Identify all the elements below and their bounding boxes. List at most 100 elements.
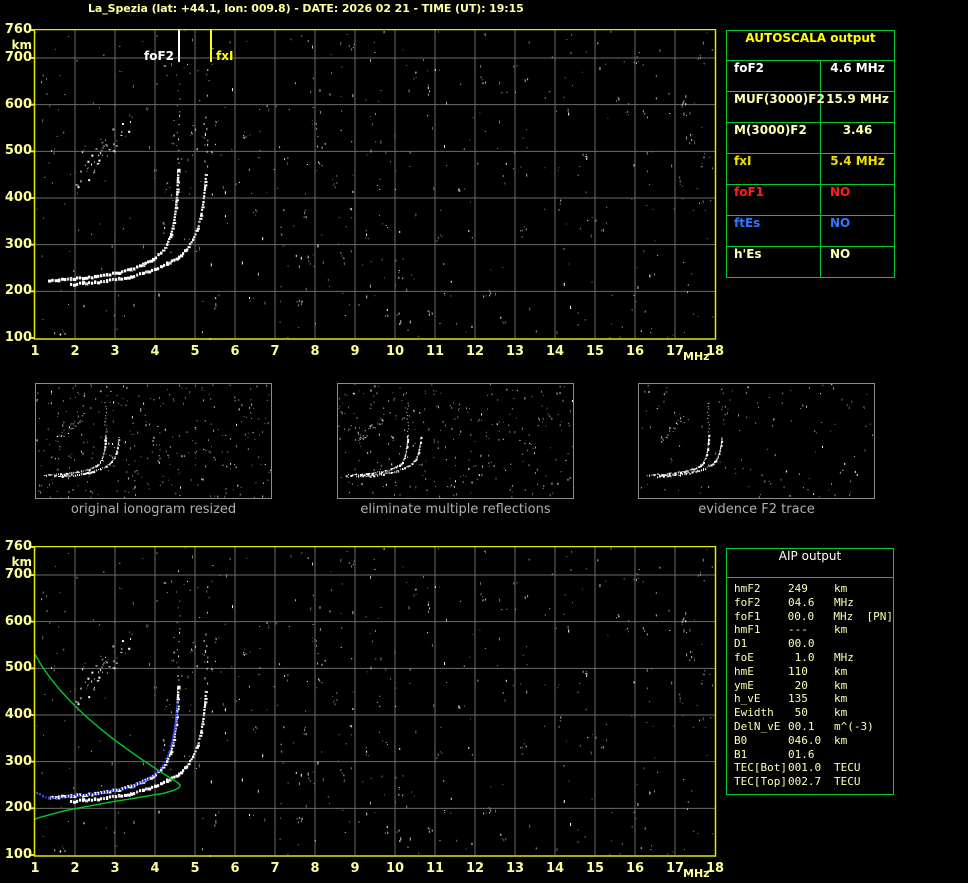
aip-param-unit: MHz	[834, 595, 854, 609]
autoscala-param-label: M(3000)F2	[727, 123, 821, 153]
fxI-marker-label: fxI	[216, 49, 233, 63]
y-tick-label: 760	[4, 22, 32, 37]
autoscala-row: h'Es NO	[727, 247, 894, 277]
autoscala-param-label: ftEs	[727, 216, 821, 246]
aip-param-value: ---	[788, 623, 808, 637]
aip-param-label: Ewidth	[734, 706, 774, 720]
aip-row: Ewidth 50 km	[727, 706, 893, 720]
aip-row: foE 1.0 MHz	[727, 651, 893, 665]
aip-param-value: 00.1	[788, 719, 815, 733]
aip-param-unit: TECU	[834, 775, 861, 789]
foF2-marker-label: foF2	[144, 49, 174, 63]
autoscala-title: AUTOSCALA output	[727, 31, 894, 61]
x-tick-label: 5	[190, 344, 200, 359]
x-tick-label: 11	[425, 861, 445, 876]
aip-row: D1 00.0	[727, 637, 893, 651]
aip-param-unit: MHz	[834, 650, 854, 664]
aip-param-label: hmF2	[734, 582, 761, 595]
autoscala-param-value: 15.9 MHz	[826, 92, 889, 106]
aip-param-value: 1.0	[788, 650, 815, 664]
autoscala-param-value: 3.46	[842, 123, 873, 137]
x-tick-label: 17	[665, 861, 685, 876]
autoscala-table: AUTOSCALA output foF2 4.6 MHz MUF(3000)F2 1…	[726, 30, 895, 278]
aip-row: TEC[Bot] 001.0 TECU	[727, 761, 893, 775]
aip-row: ymE 20 km	[727, 679, 893, 693]
x-tick-label: 10	[385, 861, 405, 876]
autoscala-param-label: foF1	[727, 185, 821, 215]
aip-param-label: DelN_vE	[734, 719, 781, 733]
aip-row: foF2 04.6 MHz	[727, 596, 893, 610]
x-tick-label: 4	[150, 344, 160, 359]
aip-title: AIP output	[727, 549, 893, 578]
y-tick-label: 700	[4, 567, 32, 582]
aip-param-label: hmF1	[734, 623, 761, 637]
autoscala-param-label: h'Es	[727, 247, 821, 277]
aip-param-value: 001.0	[788, 761, 822, 775]
y-axis-unit: km	[11, 555, 32, 569]
y-tick-label: 400	[4, 190, 32, 205]
aip-row: B1 01.6	[727, 748, 893, 762]
x-tick-label: 16	[625, 861, 645, 876]
autoscala-param-value: NO	[830, 247, 851, 261]
x-tick-label: 2	[70, 344, 80, 359]
autoscala-row: foF2 4.6 MHz	[727, 61, 894, 92]
aip-param-unit: MHz [PN]	[833, 609, 893, 623]
autoscala-param-label: MUF(3000)F2	[727, 92, 825, 122]
aip-param-unit: km	[834, 733, 848, 747]
electron-density-profile	[34, 653, 182, 820]
aip-param-value: 00.0	[788, 637, 815, 651]
x-tick-label: 13	[505, 344, 525, 359]
top-ionogram: foF2 fxI	[28, 29, 717, 340]
x-tick-label: 3	[110, 861, 120, 876]
mini-ionogram-canvas	[639, 384, 874, 498]
autoscala-param-value: NO	[830, 185, 851, 199]
aip-param-value: 04.6	[788, 595, 815, 609]
x-tick-label: 11	[425, 344, 445, 359]
x-tick-label: 15	[585, 344, 605, 359]
bottom-ionogram-canvas	[28, 546, 717, 857]
x-tick-label: 17	[665, 344, 685, 359]
x-tick-label: 14	[545, 861, 565, 876]
x-tick-label: 10	[385, 344, 405, 359]
aip-param-value: 002.7	[788, 775, 822, 789]
aip-row: h_vE 135 km	[727, 692, 893, 706]
aip-param-label: TEC[Top]	[734, 775, 787, 789]
aip-param-label: h_vE	[734, 692, 761, 706]
top-ionogram-canvas: foF2 fxI	[28, 29, 717, 340]
y-tick-label: 300	[4, 753, 32, 769]
x-tick-label: 9	[350, 861, 360, 876]
autoscala-rows: foF2 4.6 MHz MUF(3000)F2 15.9 MHz M(3000)F2 3…	[727, 61, 894, 277]
aip-param-unit: TECU	[834, 761, 861, 775]
station-title: La_Spezia (lat: +44.1, lon: 009.8) - DAT…	[88, 2, 524, 15]
panel-evidence-f2-trace	[638, 383, 875, 499]
panel-original-ionogram	[35, 383, 272, 500]
aip-row: TEC[Top] 002.7 TECU	[727, 775, 893, 789]
x-tick-label: 16	[625, 344, 645, 359]
aip-param-label: B1	[734, 747, 748, 761]
x-tick-label: 5	[190, 861, 200, 876]
aip-row: DelN_vE 00.1 m^(-3)	[727, 720, 893, 734]
aip-param-value: 249	[788, 582, 808, 595]
y-tick-label: 400	[4, 707, 32, 722]
aip-param-value: 00.0	[787, 609, 815, 623]
aip-param-label: foF2	[734, 595, 761, 609]
panel-caption: evidence F2 trace	[698, 502, 815, 517]
autoscala-row: fxI 5.4 MHz	[727, 154, 894, 185]
aip-param-value: 50	[788, 706, 808, 720]
aip-param-unit: km	[834, 623, 848, 637]
panel-eliminate-reflections	[337, 383, 574, 499]
aip-param-unit: km	[834, 678, 848, 692]
aip-rows: hmF2 249 km foF2 04.6 MHz foF1 00.0 MHz [PN] hmF1…	[727, 582, 893, 789]
aip-param-unit: km	[834, 582, 848, 595]
x-tick-label: 14	[545, 344, 565, 359]
aip-param-value: 135	[788, 692, 808, 706]
y-tick-label: 100	[4, 847, 32, 862]
autoscala-row: MUF(3000)F2 15.9 MHz	[727, 92, 894, 123]
aip-param-unit: km	[834, 706, 848, 720]
autoscala-row: foF1 NO	[727, 185, 894, 216]
x-tick-label: 7	[270, 861, 280, 876]
x-tick-label: 12	[465, 344, 485, 359]
autoscala-param-label: fxI	[727, 154, 821, 184]
aip-param-label: foE	[734, 650, 754, 664]
aip-param-value: 110	[788, 664, 808, 678]
